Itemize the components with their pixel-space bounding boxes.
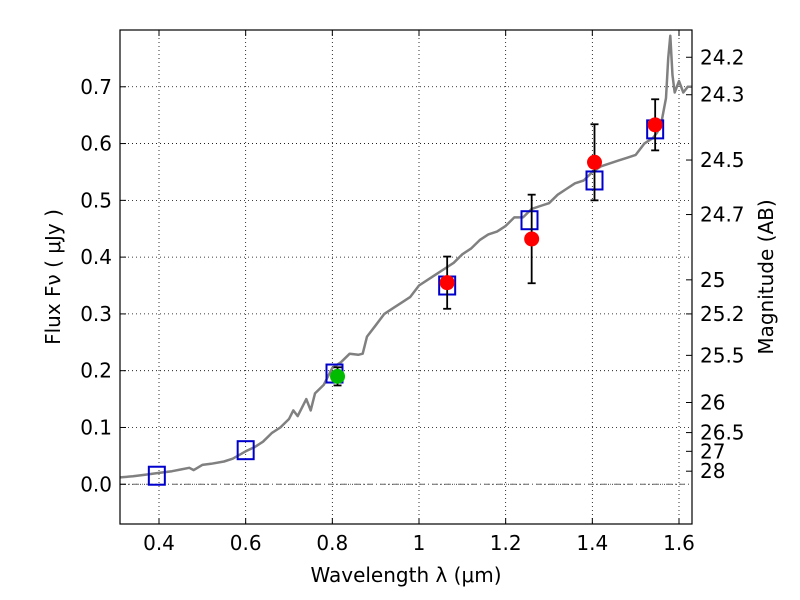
x-tick-label: 1.2 [490,531,522,555]
marker-group [147,98,665,486]
x-tick-label: 1.6 [663,531,695,555]
right-tick-label: 28 [700,459,725,483]
right-tick-label: 25 [700,268,725,292]
right-tick-label: 26.5 [700,421,745,445]
y-tick-label: 0.3 [80,302,112,326]
y-tick-label: 0.7 [80,75,112,99]
right-tick-label: 24.3 [700,83,745,107]
x-tick-label: 0.4 [143,531,175,555]
model-square-marker [147,465,166,486]
plot-frame [119,29,693,525]
data-point [330,368,346,384]
right-tick-label: 27 [700,439,725,463]
model-square-marker [520,210,539,231]
x-tick-label: 0.6 [230,531,262,555]
y-tick-labels: 0.0 0.1 0.2 0.3 0.4 0.5 0.6 0.7 [80,75,112,496]
spectrum-line-group [120,34,692,479]
spectrum-line [120,34,692,479]
right-tick-label: 25.2 [700,302,745,326]
right-tick-label: 26 [700,390,725,414]
right-tick-label: 24.2 [700,45,745,69]
x-tick-labels: 0.4 0.6 0.8 1 1.2 1.4 1.6 [143,531,695,555]
data-point [647,117,663,133]
x-tick-label: 0.8 [316,531,348,555]
data-point [524,231,540,247]
x-axis-label: Wavelength λ (μm) [310,563,501,587]
x-tick-label: 1.4 [576,531,608,555]
data-point [587,154,602,170]
y-tick-label: 0.2 [80,359,112,383]
y-tick-label: 0.5 [80,188,112,212]
y-tick-label: 0.4 [80,245,112,269]
y-axis-label: Flux Fν ( μJy ) [41,209,65,345]
x-tick-label: 1 [413,531,426,555]
right-tick-label: 24.5 [700,148,745,172]
y-tick-label: 0.0 [80,472,112,496]
right-tick-label: 24.7 [700,203,745,227]
right-axis-label: Magnitude (AB) [754,199,778,354]
data-point [439,275,455,291]
model-square-marker [236,440,255,461]
right-tick-label: 25.5 [700,343,745,367]
y-tick-label: 0.1 [80,415,112,439]
y-tick-label: 0.6 [80,132,112,156]
tick-marks [120,30,692,524]
